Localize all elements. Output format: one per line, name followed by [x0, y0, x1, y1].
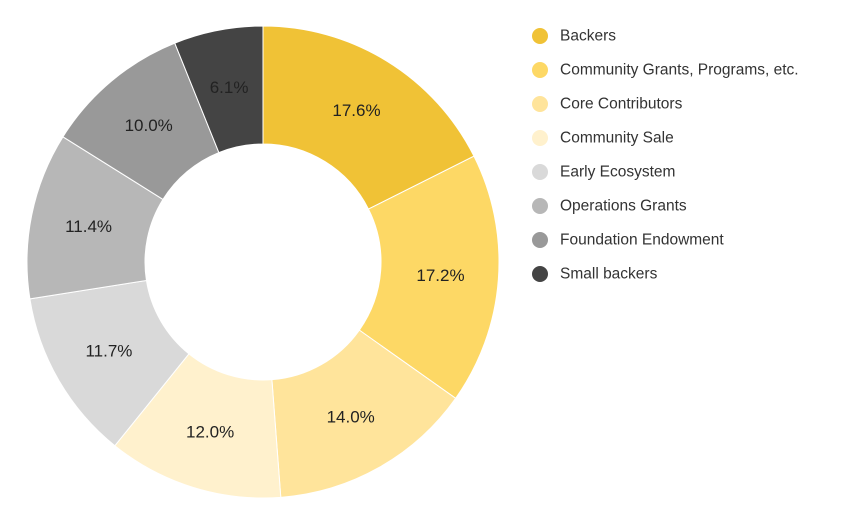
legend-label-small-backers: Small backers: [560, 266, 658, 283]
legend-label-foundation-endowment: Foundation Endowment: [560, 232, 724, 249]
legend-label-community-grants-programs-etc: Community Grants, Programs, etc.: [560, 62, 799, 79]
slice-small-backers: [174, 25, 264, 154]
slice-label-backers: 17.6%: [332, 101, 380, 120]
slice-backers: [262, 25, 475, 210]
legend-marker-foundation-endowment: [532, 232, 548, 248]
legend-marker-operations-grants: [532, 198, 548, 214]
slice-label-core-contributors: 14.0%: [327, 407, 375, 426]
legend: Backers Community Grants, Programs, etc. C…: [532, 28, 799, 283]
slice-label-foundation-endowment: 10.0%: [125, 116, 173, 135]
slice-label-community-sale: 12.0%: [186, 422, 234, 441]
legend-label-core-contributors: Core Contributors: [560, 96, 683, 113]
legend-marker-small-backers: [532, 266, 548, 282]
legend-marker-backers: [532, 28, 548, 44]
donut-slices: [26, 25, 500, 499]
slice-label-early-ecosystem: 11.7%: [85, 342, 132, 361]
legend-marker-community-grants-programs-etc: [532, 62, 548, 78]
slice-label-operations-grants: 11.4%: [65, 217, 112, 236]
slice-community-grants-programs-etc: [358, 155, 500, 400]
legend-label-backers: Backers: [560, 28, 616, 45]
slice-label-community-grants-programs-etc: 17.2%: [416, 266, 464, 285]
legend-label-community-sale: Community Sale: [560, 130, 674, 147]
legend-marker-core-contributors: [532, 96, 548, 112]
legend-label-operations-grants: Operations Grants: [560, 198, 687, 215]
legend-marker-community-sale: [532, 130, 548, 146]
legend-label-early-ecosystem: Early Ecosystem: [560, 164, 675, 181]
legend-marker-early-ecosystem: [532, 164, 548, 180]
slice-label-small-backers: 6.1%: [210, 78, 249, 97]
slice-core-contributors: [271, 329, 457, 498]
slice-labels: 17.6% 17.2% 14.0% 12.0% 11.7% 11.4% 10.0% 6.1%: [65, 78, 464, 442]
